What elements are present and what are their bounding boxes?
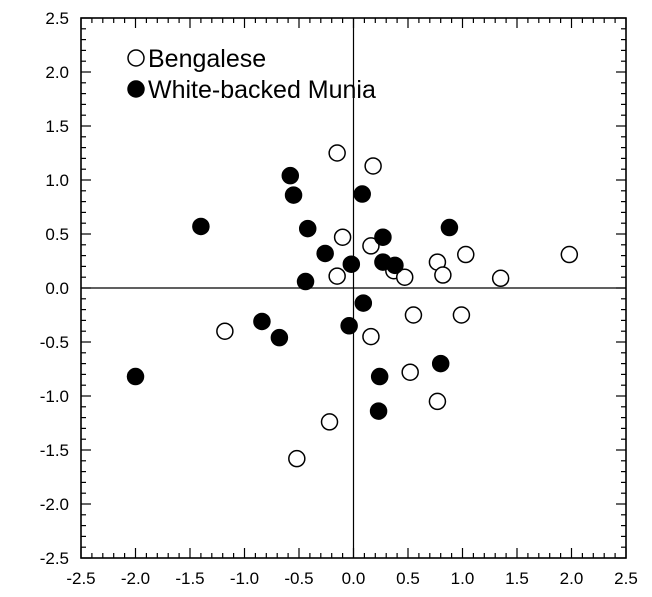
bengalese-point xyxy=(362,327,380,346)
white-backed-munia-point xyxy=(340,317,358,335)
x-tick-label: 0.0 xyxy=(342,569,366,588)
legend-marker-white-backed-munia xyxy=(127,80,145,98)
bengalese-point xyxy=(320,413,339,431)
white-backed-munia-point xyxy=(284,186,303,204)
axis-ticks xyxy=(80,17,627,559)
y-tick-label: 1.5 xyxy=(45,117,69,136)
y-tick-label: 2.0 xyxy=(45,63,69,82)
white-backed-munia-point xyxy=(369,402,388,420)
y-tick-label: -0.5 xyxy=(40,333,69,352)
y-tick-label: -1.5 xyxy=(40,441,69,460)
bengalese-point xyxy=(491,269,510,288)
bengalese-point xyxy=(333,228,352,246)
bengalese-point xyxy=(328,144,346,162)
white-backed-munia-point xyxy=(354,294,373,312)
white-backed-munia-point xyxy=(126,367,145,386)
x-tick-label: -2.5 xyxy=(66,569,95,588)
y-tick-label: -1.0 xyxy=(40,387,69,406)
legend-label-bengalese: Bengalese xyxy=(148,45,266,73)
y-tick-label: 0.0 xyxy=(45,279,69,298)
x-tick-label: 1.5 xyxy=(505,569,529,588)
white-backed-munia-point xyxy=(440,218,459,237)
bengalese-point xyxy=(395,268,414,286)
bengalese-point xyxy=(434,266,452,284)
bengalese-point xyxy=(457,245,475,264)
bengalese-point xyxy=(362,237,380,255)
bengalese-point xyxy=(401,363,419,381)
x-tick-label: -0.5 xyxy=(284,569,313,588)
x-tick-label: 0.5 xyxy=(396,569,420,588)
x-tick-labels: -2.5 -2.0 -1.5 -1.0 -0.5 0.0 0.5 1.0 1.5 2.0 2.5 xyxy=(66,569,637,588)
x-tick-label: -2.0 xyxy=(121,569,150,588)
white-backed-munia-point xyxy=(342,255,361,273)
legend: Bengalese White-backed Munia xyxy=(127,45,376,104)
y-tick-label: 0.5 xyxy=(45,225,69,244)
x-tick-label: 1.0 xyxy=(451,569,475,588)
white-backed-munia-point xyxy=(270,328,289,347)
bengalese-point xyxy=(428,392,447,411)
white-backed-munia-point xyxy=(374,228,392,246)
x-tick-label: -1.0 xyxy=(230,569,259,588)
bengalese-point xyxy=(452,306,471,324)
y-tick-labels: 2.5 2.0 1.5 1.0 0.5 0.0 -0.5 -1.0 -1.5 -2.0 -2.5 xyxy=(40,9,69,568)
x-tick-label: -1.5 xyxy=(175,569,204,588)
white-backed-munia-point xyxy=(298,219,317,238)
white-backed-munia-point xyxy=(296,272,315,291)
data-points xyxy=(126,144,579,468)
bengalese-point xyxy=(404,306,423,324)
bengalese-point xyxy=(216,322,234,340)
white-backed-munia-point xyxy=(281,166,300,185)
bengalese-point xyxy=(328,267,346,285)
bengalese-point xyxy=(288,449,306,468)
bengalese-point xyxy=(364,157,382,175)
white-backed-munia-point xyxy=(386,256,404,275)
legend-label-white-backed-munia: White-backed Munia xyxy=(148,76,376,104)
white-backed-munia-point xyxy=(192,217,210,236)
x-tick-label: 2.5 xyxy=(614,569,638,588)
white-backed-munia-point xyxy=(253,312,271,331)
white-backed-munia-point xyxy=(353,185,371,203)
y-tick-label: -2.5 xyxy=(40,549,69,568)
white-backed-munia-point xyxy=(370,367,389,386)
y-tick-label: 1.0 xyxy=(45,171,69,190)
y-tick-label: 2.5 xyxy=(45,9,69,28)
white-backed-munia-point xyxy=(316,244,334,263)
x-tick-label: 2.0 xyxy=(560,569,584,588)
y-tick-label: -2.0 xyxy=(40,495,69,514)
bengalese-point xyxy=(560,245,579,264)
white-backed-munia-point xyxy=(431,354,450,373)
legend-marker-bengalese xyxy=(127,49,145,67)
